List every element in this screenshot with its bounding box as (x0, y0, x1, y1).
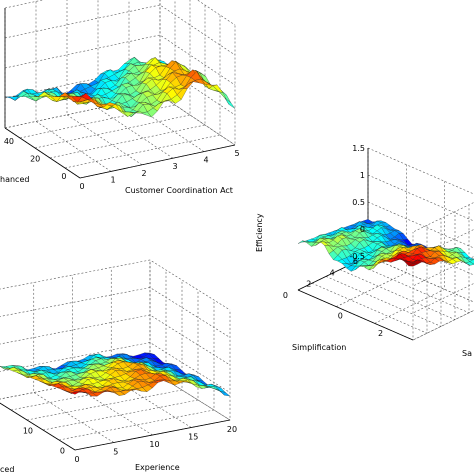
plot-right-xlabel: Simplification (292, 343, 346, 352)
tick-label: 2 (378, 329, 383, 338)
grid-line (4, 64, 236, 116)
tick-label: 10 (23, 427, 33, 436)
plot-top-left: 0 1 2 3 4 5 0 20 40 Customer Coordination Act ha… (0, 0, 240, 195)
tick-label: 1.5 (352, 144, 365, 153)
plot-bottom-left-ylabel: ced (0, 465, 14, 474)
grid-line (374, 181, 445, 324)
plot-right-surface (297, 219, 474, 272)
plot-top-left-ylabel: hanced (0, 175, 29, 184)
tick-label: 10 (149, 440, 159, 449)
grid-line (0, 342, 231, 393)
plot-top-left-surface (4, 57, 236, 118)
grid-line (4, 0, 236, 26)
grid-line (110, 267, 192, 428)
grid-line (367, 201, 474, 287)
plot-right-ticks: -0.5 0 0.5 1 1.5 6 4 2 0 0 2 (283, 144, 383, 338)
grid-line (0, 259, 231, 311)
plot-right: -0.5 0 0.5 1 1.5 6 4 2 0 0 2 Simplification Sa Eff… (255, 144, 474, 358)
tick-label: 0 (338, 312, 343, 321)
tick-label: 4 (330, 268, 335, 277)
grid-line (49, 5, 206, 159)
grid-line (26, 280, 183, 421)
grid-line (19, 0, 176, 139)
x-axis-line (74, 419, 231, 451)
plot-right-zlabel: Efficiency (255, 213, 264, 252)
tick-label: 0 (283, 291, 288, 300)
tick-label: 4 (203, 156, 208, 165)
tick-label: 0 (79, 182, 84, 191)
tick-label: 5 (234, 149, 239, 158)
plot-top-left-xlabel: Customer Coordination Act (125, 186, 233, 195)
tick-label: 1 (360, 171, 365, 180)
grid-line (0, 287, 231, 338)
tick-label: 0 (74, 455, 79, 464)
tick-label: 20 (227, 425, 237, 434)
tick-label: 20 (30, 155, 40, 164)
tick-label: 3 (172, 162, 177, 171)
tick-label: 40 (4, 137, 14, 146)
grid-line (4, 34, 236, 86)
plot-bottom-left-ticks: 0 5 10 15 20 0 10 (23, 425, 237, 464)
tick-label: 6 (353, 257, 358, 266)
surface-patch (219, 391, 231, 397)
y-axis-line (0, 402, 76, 451)
grid-line (367, 147, 474, 233)
tick-label: 0 (61, 172, 66, 181)
tick-label: 0 (360, 225, 365, 234)
tick-label: -0.5 (349, 252, 365, 261)
tick-label: 2 (306, 280, 311, 289)
grid-line (4, 4, 236, 56)
grid-line (412, 310, 474, 341)
tick-label: 0 (60, 447, 65, 456)
plot-bottom-left-xlabel: Experience (135, 463, 180, 472)
grid-line (42, 290, 199, 431)
plot-top-left-grid (4, 0, 236, 179)
plot-bottom-left: 0 5 10 15 20 0 10 Experience ced (0, 259, 237, 474)
tick-label: 1 (110, 175, 115, 184)
grid-line (34, 0, 191, 149)
tick-label: 15 (188, 433, 198, 442)
grid-line (0, 314, 231, 366)
plot-top-left-ticks: 0 1 2 3 4 5 0 20 40 (4, 137, 240, 191)
tick-label: 5 (113, 448, 118, 457)
surface-patch (224, 98, 236, 109)
grid-line (64, 15, 221, 169)
plot-bottom-left-surface (0, 352, 231, 397)
y-axis-line (4, 127, 81, 179)
x-axis-line (297, 289, 414, 341)
tick-label: 2 (141, 169, 146, 178)
tick-label: 0.5 (352, 198, 365, 207)
plot-right-ylabel: Sa (462, 349, 472, 358)
x-axis-line (79, 144, 236, 179)
grid-line (4, 94, 236, 146)
surface-patch (408, 263, 418, 267)
grid-line (367, 255, 474, 341)
